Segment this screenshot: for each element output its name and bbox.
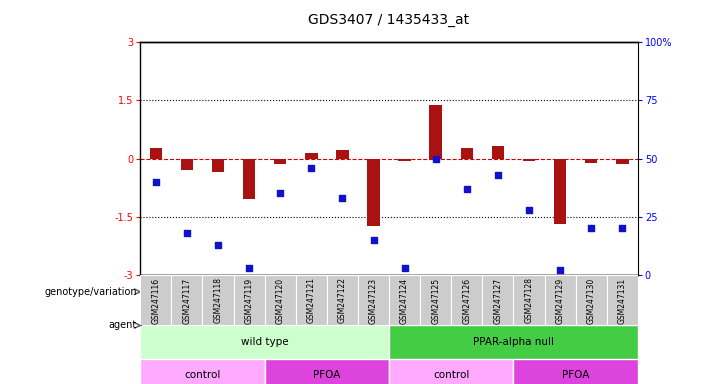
Bar xyxy=(554,159,566,224)
Bar xyxy=(389,325,638,359)
Point xyxy=(617,225,628,232)
Text: GSM247129: GSM247129 xyxy=(556,277,564,324)
Text: GSM247119: GSM247119 xyxy=(245,277,254,324)
Text: GSM247128: GSM247128 xyxy=(524,277,533,323)
Text: GDS3407 / 1435433_at: GDS3407 / 1435433_at xyxy=(308,13,470,27)
Text: control: control xyxy=(184,370,221,381)
Bar xyxy=(398,159,411,161)
Point xyxy=(585,225,597,232)
Point xyxy=(399,265,410,271)
Bar xyxy=(451,275,482,325)
Text: GSM247130: GSM247130 xyxy=(587,277,596,324)
Bar xyxy=(389,275,420,325)
Text: GSM247123: GSM247123 xyxy=(369,277,378,324)
Point xyxy=(492,172,503,178)
Bar xyxy=(607,275,638,325)
Bar xyxy=(296,275,327,325)
Text: GSM247125: GSM247125 xyxy=(431,277,440,324)
Text: GSM247121: GSM247121 xyxy=(307,277,315,323)
Bar xyxy=(212,159,224,172)
Text: agent: agent xyxy=(109,320,137,331)
Bar xyxy=(181,159,193,170)
Bar xyxy=(140,359,265,384)
Point xyxy=(390,337,402,343)
Bar xyxy=(585,159,597,163)
Point xyxy=(368,237,379,243)
Bar xyxy=(265,359,389,384)
Point xyxy=(430,156,442,162)
Text: GSM247126: GSM247126 xyxy=(463,277,471,324)
Bar xyxy=(233,275,265,325)
Bar xyxy=(149,148,162,159)
Point xyxy=(390,137,402,144)
Text: control: control xyxy=(433,370,470,381)
Text: PPAR-alpha null: PPAR-alpha null xyxy=(473,337,554,347)
Bar xyxy=(203,275,233,325)
Bar xyxy=(358,275,389,325)
Text: genotype/variation: genotype/variation xyxy=(44,287,137,297)
Bar xyxy=(545,275,576,325)
Text: GSM247118: GSM247118 xyxy=(214,277,222,323)
Bar xyxy=(420,275,451,325)
Bar xyxy=(616,159,629,164)
Bar xyxy=(461,148,473,159)
Text: PFOA: PFOA xyxy=(562,370,590,381)
Point xyxy=(461,186,472,192)
Text: GSM247124: GSM247124 xyxy=(400,277,409,324)
Point xyxy=(182,230,193,236)
Point xyxy=(336,195,348,201)
Bar xyxy=(140,325,389,359)
Text: GSM247122: GSM247122 xyxy=(338,277,347,323)
Bar xyxy=(389,359,513,384)
Text: GSM247117: GSM247117 xyxy=(182,277,191,324)
Point xyxy=(150,179,161,185)
Text: wild type: wild type xyxy=(241,337,288,347)
Text: PFOA: PFOA xyxy=(313,370,341,381)
Bar xyxy=(140,275,171,325)
Text: GSM247131: GSM247131 xyxy=(618,277,627,324)
Point xyxy=(306,165,317,171)
Bar xyxy=(336,150,348,159)
Bar xyxy=(305,153,318,159)
Bar xyxy=(482,275,513,325)
Point xyxy=(524,207,535,213)
Bar xyxy=(274,159,287,164)
Bar xyxy=(430,105,442,159)
Bar xyxy=(367,159,380,227)
Point xyxy=(212,242,224,248)
Text: GSM247127: GSM247127 xyxy=(494,277,503,324)
Bar xyxy=(513,275,545,325)
Text: GSM247116: GSM247116 xyxy=(151,277,161,324)
Bar xyxy=(171,275,203,325)
Bar xyxy=(327,275,358,325)
Bar xyxy=(243,159,255,199)
Point xyxy=(554,267,566,273)
Bar xyxy=(523,159,536,161)
Point xyxy=(275,190,286,197)
Point xyxy=(243,265,254,271)
Bar xyxy=(576,275,607,325)
Bar xyxy=(513,359,638,384)
Text: GSM247120: GSM247120 xyxy=(275,277,285,324)
Bar xyxy=(491,146,504,159)
Bar xyxy=(265,275,296,325)
